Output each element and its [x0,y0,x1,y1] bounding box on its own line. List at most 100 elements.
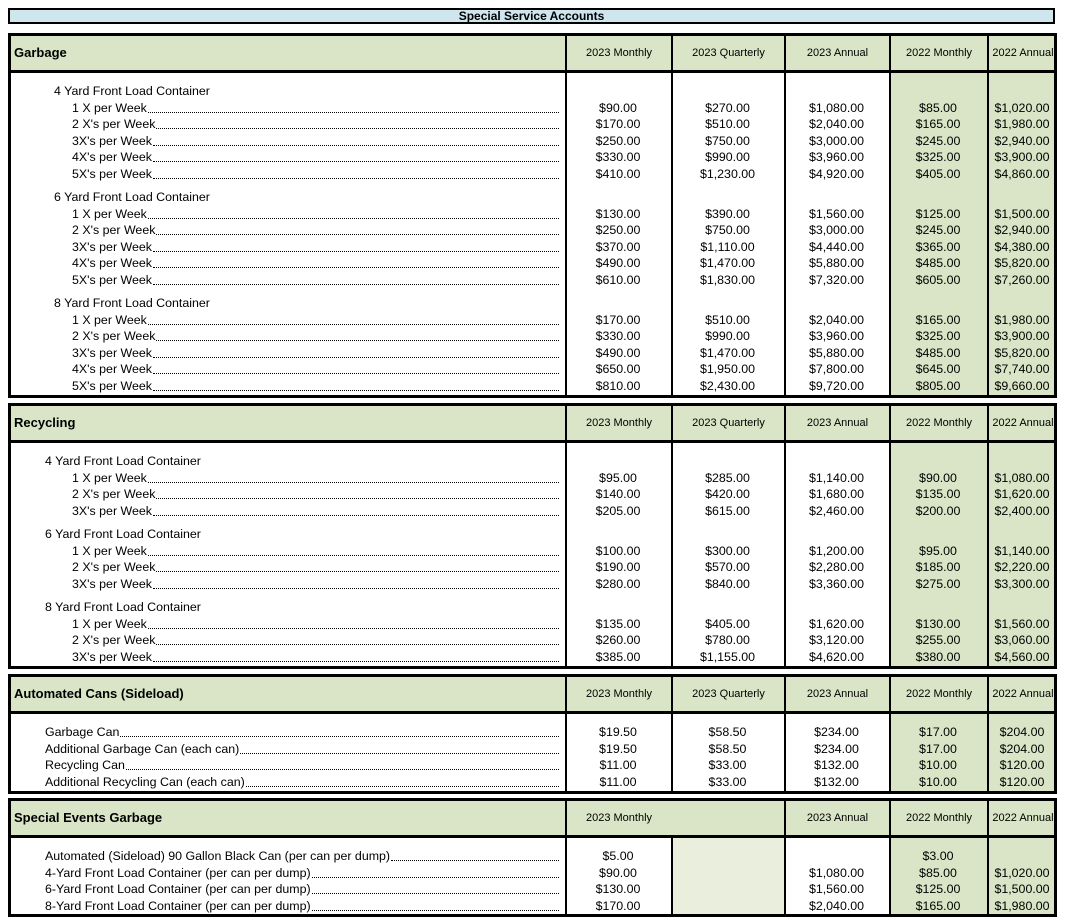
rate-value: $405.00 [705,616,750,631]
rate-value: $2,280.00 [808,560,865,575]
rate-row: 3X's per Week $490.00 $1,470.00 $5,880.00 $4… [11,345,1054,361]
column-header: 2022 Monthly [889,36,987,70]
rate-value: $3,060.00 [994,633,1050,648]
rate-value: $300.00 [705,543,750,558]
rate-value: $610.00 [595,273,641,287]
rate-value: $365.00 [915,239,961,254]
rate-value: $405.00 [915,167,961,181]
rate-value: $1,620.00 [994,487,1050,502]
rate-value: $7,800.00 [808,362,865,377]
rate-value: $330.00 [595,150,641,165]
rate-value: $5,880.00 [808,256,865,271]
section-title: Recycling [14,415,76,430]
rate-value: $805.00 [915,379,961,393]
rate-value: $1,200.00 [808,543,865,558]
rate-row: Garbage Can $19.50 $58.50 $234.00 $17.00 $204… [11,724,1054,740]
rate-value: $3,360.00 [808,576,865,591]
rate-value: $7,740.00 [994,362,1050,377]
rate-value: $58.50 [708,741,747,756]
rate-row: 4-Yard Front Load Container (per can per… [11,865,1054,881]
rate-value: $650.00 [595,362,641,377]
column-header: 2023 Quarterly [671,677,784,711]
rate-row: 2 X's per Week $170.00 $510.00 $2,040.00 $16… [11,116,1054,132]
rate-value: $1,470.00 [699,345,756,360]
rate-value: $4,560.00 [994,649,1050,664]
rate-value: $165.00 [915,312,961,327]
rate-value: $125.00 [915,882,961,897]
rate-row: 3X's per Week $280.00 $840.00 $3,360.00 $275… [11,576,1054,592]
dot-leader [147,539,559,556]
rate-row: 3X's per Week $250.00 $750.00 $3,000.00 $245… [11,133,1054,149]
rate-value: $9,660.00 [994,379,1050,393]
service-label: 3X's per Week [72,503,152,518]
rate-value: $1,230.00 [699,167,756,181]
section-title: Automated Cans (Sideload) [14,686,184,701]
rate-value: $410.00 [595,167,641,181]
rate-value: $1,020.00 [994,865,1050,880]
rate-value: $205.00 [595,503,641,518]
rate-value: $165.00 [915,117,961,132]
dot-leader [156,555,559,573]
service-label: 3X's per Week [72,576,152,591]
rate-value: $1,140.00 [808,470,865,485]
dot-leader [147,96,559,113]
rate-value: $170.00 [595,898,641,913]
dot-leader [147,612,559,629]
rate-value: $840.00 [705,576,750,591]
rate-value: $2,040.00 [808,312,865,327]
dot-leader [245,770,559,787]
rate-value: $255.00 [915,633,961,648]
section-header: Special Events Garbage 2023 Monthly 2023 A… [11,801,1054,838]
rate-value: $1,110.00 [700,239,755,254]
dot-leader [156,324,559,342]
rate-row: 2 X's per Week $140.00 $420.00 $1,680.00 $13… [11,486,1054,502]
column-divider [671,440,673,666]
dot-leader [152,645,559,662]
column-divider [565,70,567,395]
column-header: 2022 Annual [987,677,1054,711]
rate-value: $3,960.00 [808,150,865,165]
rate-value: $3,300.00 [994,576,1050,591]
rate-value: $605.00 [915,273,961,287]
rate-value: $3,120.00 [808,633,865,648]
rate-value: $1,155.00 [699,649,756,664]
rate-value: $1,080.00 [994,470,1050,485]
rate-value: $9,720.00 [808,379,865,393]
rate-value: $2,940.00 [994,133,1050,148]
column-divider [565,440,567,666]
dot-leader [156,628,559,646]
rate-value: $810.00 [595,379,641,393]
rate-value: $780.00 [705,633,750,648]
column-divider [889,70,891,395]
rate-value: $420.00 [705,487,750,502]
rate-value: $33.00 [708,758,747,773]
rate-value: $234.00 [814,725,859,739]
dot-leader [391,844,559,861]
rate-value: $285.00 [705,470,750,485]
column-divider [987,440,989,666]
rate-row: 4X's per Week $330.00 $990.00 $3,960.00 $325… [11,149,1054,165]
rate-value: $1,830.00 [699,273,756,287]
service-label: Recycling Can [45,758,125,773]
rate-value: $204.00 [999,741,1045,756]
column-divider [565,711,567,791]
rate-row: 1 X per Week $135.00 $405.00 $1,620.00 $130.… [11,616,1054,632]
dot-leader [120,720,559,737]
dot-leader [152,374,559,391]
column-divider [987,70,989,395]
rate-row: 1 X per Week $95.00 $285.00 $1,140.00 $90.00… [11,470,1054,486]
rate-value: $11.00 [599,774,637,789]
rate-value: $132.00 [814,774,859,789]
section-special-events: Special Events Garbage 2023 Monthly 2023 A… [8,798,1057,917]
rate-value: $140.00 [595,487,641,502]
rate-value: $185.00 [915,560,961,575]
section-title: Special Events Garbage [14,810,163,825]
column-header: 2023 Annual [784,406,889,440]
column-header: 2022 Annual [987,406,1054,440]
dot-leader [152,251,559,269]
service-label: 2 X's per Week [72,633,156,648]
rate-value: $270.00 [705,100,750,115]
section-automated: Automated Cans (Sideload) 2023 Monthly 202… [8,674,1057,794]
rate-row: 6-Yard Front Load Container (per can per… [11,881,1054,897]
service-label: 2 X's per Week [72,560,156,575]
